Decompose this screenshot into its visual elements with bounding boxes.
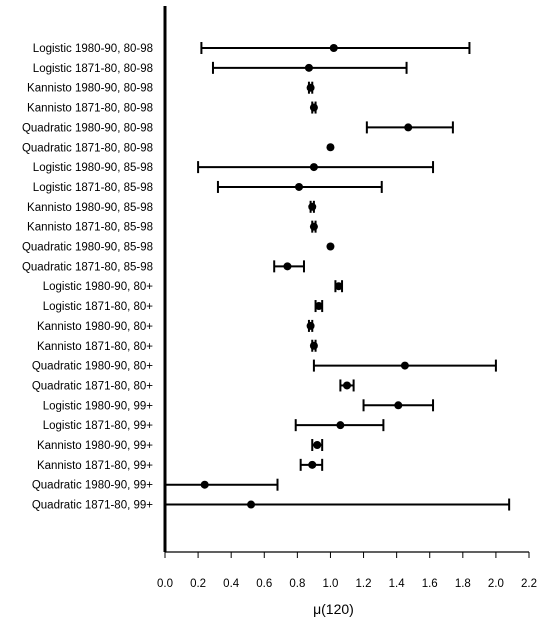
category-labels: Logistic 1980-90, 80-98 Logistic 1871-80,… bbox=[22, 43, 153, 512]
estimate-marks bbox=[165, 42, 511, 511]
estimate-point bbox=[336, 421, 345, 430]
axes-group bbox=[163, 6, 529, 553]
x-tick-label: 1.2 bbox=[356, 578, 372, 590]
x-axis-title: μ(120) bbox=[313, 601, 354, 617]
estimate-point bbox=[247, 500, 256, 509]
category-label: Logistic 1980-90, 99+ bbox=[43, 400, 154, 412]
x-tick-label: 2.0 bbox=[488, 578, 504, 590]
category-label: Quadratic 1871-80, 80+ bbox=[32, 380, 153, 392]
category-label: Logistic 1980-90, 80+ bbox=[43, 281, 154, 293]
estimate-point bbox=[326, 143, 335, 152]
category-label: Kannisto 1871-80, 99+ bbox=[37, 460, 153, 472]
estimate-point bbox=[404, 123, 413, 132]
estimate-point bbox=[295, 182, 304, 191]
category-label: Kannisto 1871-80, 80-98 bbox=[27, 103, 153, 115]
estimate-point bbox=[334, 282, 343, 291]
estimate-point bbox=[394, 401, 403, 410]
category-label: Logistic 1871-80, 80-98 bbox=[33, 63, 153, 75]
category-label: Kannisto 1980-90, 99+ bbox=[37, 440, 153, 452]
category-label: Logistic 1980-90, 80-98 bbox=[33, 43, 153, 55]
x-tick-label: 1.6 bbox=[422, 578, 438, 590]
category-label: Kannisto 1871-80, 85-98 bbox=[27, 222, 153, 234]
estimate-point bbox=[329, 44, 338, 52]
x-tick-label: 1.4 bbox=[389, 578, 406, 590]
estimate-point bbox=[326, 242, 335, 251]
estimate-point bbox=[309, 341, 318, 350]
x-tick-label: 1.8 bbox=[455, 578, 471, 590]
estimate-point bbox=[304, 63, 313, 72]
category-label: Quadratic 1980-90, 85-98 bbox=[22, 242, 153, 254]
category-label: Logistic 1980-90, 85-98 bbox=[33, 162, 153, 174]
category-label: Kannisto 1980-90, 80+ bbox=[37, 321, 153, 333]
x-tick-label: 0.8 bbox=[289, 578, 305, 590]
estimate-point bbox=[308, 460, 317, 469]
category-label: Kannisto 1980-90, 80-98 bbox=[27, 83, 153, 95]
category-label: Quadratic 1871-80, 99+ bbox=[32, 500, 153, 512]
estimate-point bbox=[200, 480, 209, 489]
estimate-point bbox=[306, 83, 315, 92]
x-tick-label: 0.6 bbox=[256, 578, 272, 590]
estimate-point bbox=[306, 321, 315, 330]
category-label: Logistic 1871-80, 85-98 bbox=[33, 182, 153, 194]
category-label: Quadratic 1871-80, 85-98 bbox=[22, 261, 153, 273]
estimate-point bbox=[314, 302, 323, 311]
x-tick-label: 1.0 bbox=[322, 578, 338, 590]
category-label: Quadratic 1980-90, 80-98 bbox=[22, 122, 153, 134]
x-tick-label: 0.2 bbox=[190, 578, 206, 590]
category-label: Logistic 1871-80, 80+ bbox=[43, 301, 154, 313]
estimate-point bbox=[313, 441, 322, 449]
estimate-point bbox=[400, 361, 409, 370]
category-label: Quadratic 1980-90, 99+ bbox=[32, 480, 153, 492]
category-label: Quadratic 1871-80, 80-98 bbox=[22, 142, 153, 154]
x-tick-label: 0.4 bbox=[223, 578, 240, 590]
estimate-point bbox=[309, 103, 318, 112]
category-label: Quadratic 1980-90, 80+ bbox=[32, 361, 153, 373]
estimate-point bbox=[283, 262, 292, 271]
estimate-point bbox=[308, 202, 317, 211]
category-label: Kannisto 1871-80, 80+ bbox=[37, 341, 153, 353]
estimate-point bbox=[309, 222, 318, 231]
x-tick-label: 0.0 bbox=[157, 578, 173, 590]
estimate-point bbox=[309, 163, 318, 172]
estimate-point bbox=[343, 381, 351, 390]
x-tick-label: 2.2 bbox=[521, 578, 537, 590]
x-ticks: 0.0 0.2 0.4 0.6 0.8 1.0 1.2 1.4 1.6 1.8 2.0 2.2 bbox=[157, 552, 537, 590]
category-label: Logistic 1871-80, 99+ bbox=[43, 420, 154, 432]
category-label: Kannisto 1980-90, 85-98 bbox=[27, 202, 153, 214]
